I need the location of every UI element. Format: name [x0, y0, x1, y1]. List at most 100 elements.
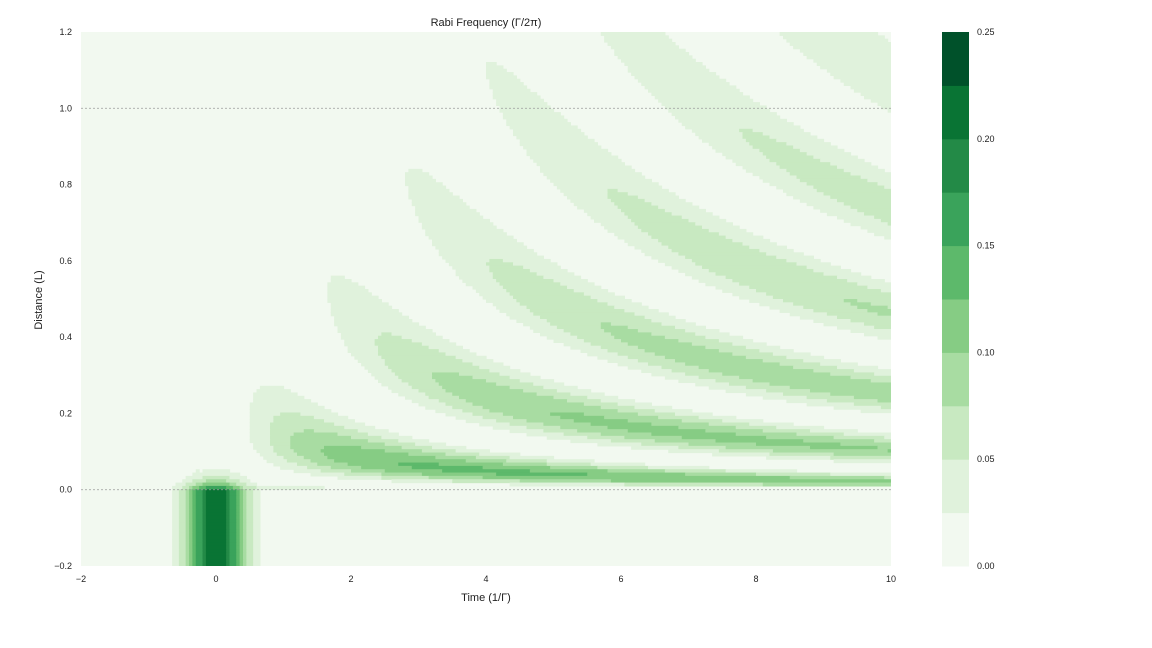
- contour-cell: [178, 525, 187, 530]
- contour-cell: [452, 405, 484, 410]
- contour-cell: [253, 509, 261, 514]
- contour-cell: [189, 515, 193, 520]
- contour-cell: [759, 302, 794, 307]
- contour-cell: [408, 195, 460, 200]
- contour-cell: [715, 439, 804, 444]
- contour-cell: [685, 372, 723, 377]
- contour-cell: [762, 429, 811, 434]
- contour-cell: [378, 379, 403, 384]
- contour-cell: [874, 439, 891, 444]
- contour-cell: [273, 462, 298, 467]
- contour-cell: [786, 192, 825, 197]
- contour-cell: [327, 295, 379, 300]
- contour-cell: [823, 322, 865, 327]
- contour-cell: [195, 545, 204, 550]
- contour-cell: [658, 238, 733, 243]
- contour-cell: [617, 352, 656, 357]
- contour-cell: [226, 495, 231, 500]
- contour-cell: [850, 222, 889, 227]
- contour-cell: [567, 285, 602, 290]
- contour-cell: [772, 295, 891, 300]
- contour-cell: [887, 222, 891, 227]
- contour-cell: [590, 342, 629, 347]
- contour-cell: [391, 479, 453, 484]
- contour-cell: [675, 359, 764, 364]
- contour-cell: [303, 429, 315, 434]
- contour-cell: [745, 345, 781, 350]
- contour-cell: [239, 542, 244, 547]
- contour-cell: [509, 455, 555, 460]
- contour-cell: [725, 275, 838, 280]
- contour-cell: [226, 489, 231, 494]
- contour-cell: [253, 545, 261, 550]
- contour-cell: [526, 425, 561, 430]
- contour-cell: [398, 392, 426, 397]
- contour-cell: [425, 232, 507, 237]
- contour-cell: [489, 82, 524, 86]
- contour-cell: [344, 472, 382, 477]
- contour-cell: [229, 559, 237, 564]
- contour-cell: [195, 552, 204, 557]
- contour-cell: [496, 472, 588, 477]
- contour-cell: [681, 419, 723, 424]
- contour-cell: [259, 385, 285, 390]
- contour-cell: [712, 145, 754, 150]
- contour-cell: [685, 472, 757, 477]
- contour-cell: [617, 205, 659, 210]
- contour-cell: [253, 555, 261, 560]
- contour-cell: [610, 479, 891, 484]
- contour-cell: [249, 412, 281, 417]
- contour-cell: [263, 455, 285, 460]
- contour-cell: [172, 515, 180, 520]
- contour-cell: [762, 132, 811, 137]
- contour-cell: [455, 415, 484, 420]
- contour-cell: [273, 449, 295, 454]
- contour-cell: [610, 45, 679, 50]
- contour-cell: [695, 382, 730, 387]
- contour-cell: [249, 429, 271, 434]
- contour-cell: [509, 292, 585, 297]
- contour-cell: [178, 555, 187, 560]
- contour-cell: [189, 549, 193, 554]
- contour-cell: [327, 299, 382, 303]
- contour-cell: [627, 192, 676, 197]
- contour-cell: [766, 155, 814, 160]
- contour-cell: [475, 455, 511, 460]
- contour-cell: [681, 215, 720, 220]
- contour-cell: [806, 182, 879, 187]
- contour-cell: [300, 412, 339, 417]
- contour-cell: [583, 412, 639, 417]
- contour-cell: [627, 215, 683, 220]
- contour-cell: [486, 65, 504, 70]
- contour-cell: [172, 509, 180, 514]
- contour-cell: [691, 128, 740, 133]
- contour-cell: [607, 425, 679, 430]
- contour-cell: [472, 375, 511, 380]
- contour-cell: [243, 562, 247, 566]
- x-tick-label: 10: [886, 574, 896, 584]
- contour-cell: [671, 369, 710, 374]
- contour-cell: [850, 172, 891, 177]
- contour-cell: [340, 335, 379, 340]
- contour-cell: [185, 552, 190, 557]
- contour-cell: [621, 339, 679, 343]
- contour-cell: [202, 489, 207, 494]
- contour-cell: [826, 68, 891, 73]
- contour-cell: [226, 532, 231, 537]
- contour-cell: [195, 499, 204, 504]
- contour-cell: [573, 202, 615, 207]
- contour-cell: [729, 382, 771, 387]
- contour-cell: [236, 532, 241, 537]
- contour-cell: [189, 539, 193, 544]
- contour-cell: [631, 445, 679, 450]
- contour-cell: [202, 499, 207, 504]
- contour-cell: [172, 495, 180, 500]
- colorbar-band: [942, 512, 969, 567]
- contour-cell: [732, 342, 767, 347]
- contour-cell: [330, 305, 393, 310]
- contour-cell: [853, 402, 891, 407]
- contour-cell: [246, 482, 258, 487]
- contour-cell: [236, 525, 241, 530]
- contour-cell: [739, 282, 858, 287]
